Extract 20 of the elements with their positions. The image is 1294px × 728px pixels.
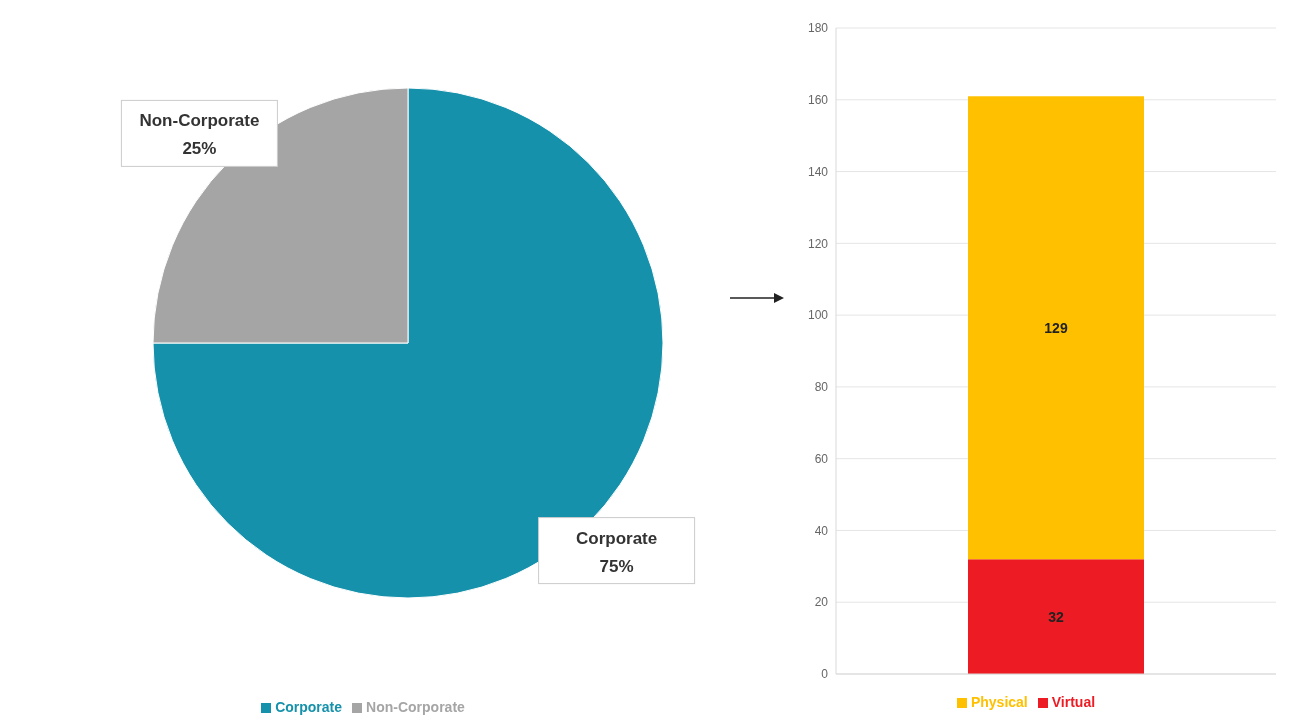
- legend-label: Physical: [970, 694, 1028, 710]
- y-tick-label: 180: [807, 21, 829, 36]
- legend-label: Non-Corporate: [366, 699, 465, 715]
- data-label: 32: [1048, 608, 1064, 625]
- y-tick-label: 120: [807, 236, 829, 251]
- slice-label: Corporate: [575, 528, 658, 548]
- legend-label: Corporate: [275, 699, 343, 715]
- slice-label: Non-Corporate: [139, 111, 260, 131]
- data-label: 25%: [182, 139, 217, 159]
- y-tick-label: 100: [807, 308, 829, 323]
- y-tick-label: 60: [814, 451, 829, 466]
- y-tick-label: 80: [814, 380, 829, 395]
- data-label: 129: [1044, 319, 1068, 336]
- y-tick-label: 160: [807, 93, 829, 108]
- legend-label: Virtual: [1051, 694, 1096, 710]
- y-tick-label: 40: [814, 523, 829, 538]
- data-label: 75%: [599, 556, 634, 576]
- y-tick-label: 20: [814, 595, 829, 610]
- y-tick-label: 140: [807, 164, 829, 179]
- y-tick-label: 0: [821, 667, 829, 682]
